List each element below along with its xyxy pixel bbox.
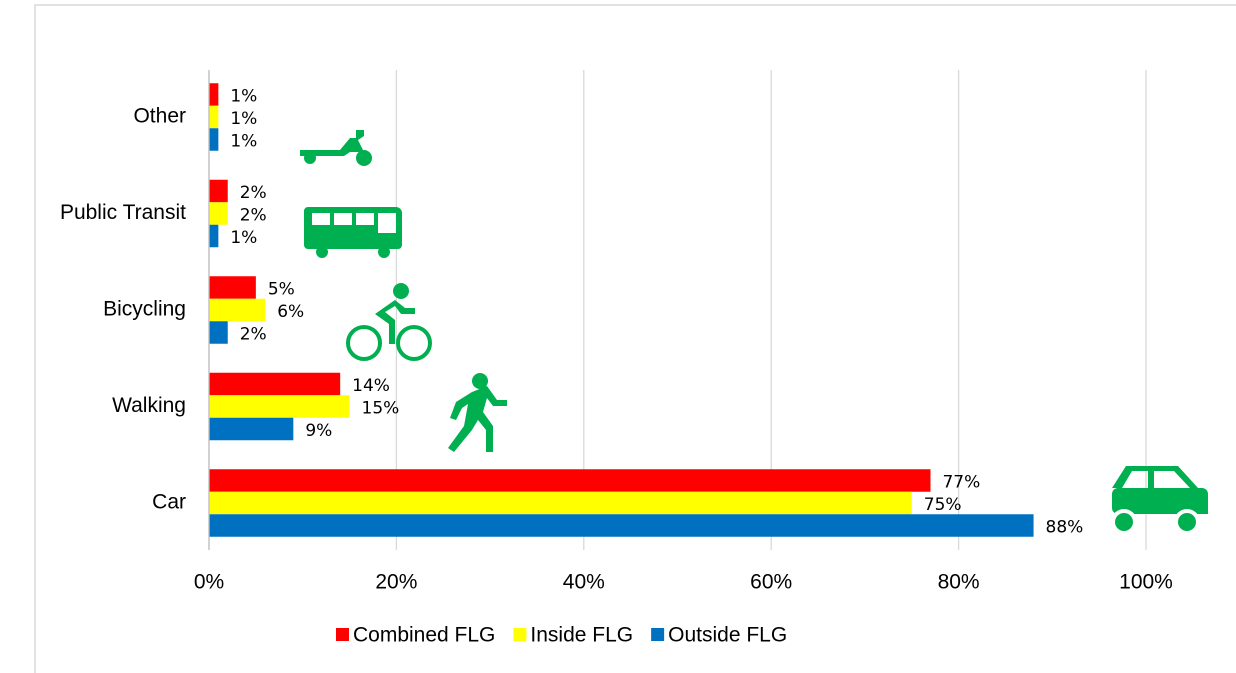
x-tick-label: 20% bbox=[375, 571, 417, 594]
bar bbox=[209, 202, 228, 225]
value-label: 6% bbox=[277, 302, 304, 322]
value-label: 5% bbox=[268, 280, 295, 300]
value-label: 1% bbox=[230, 132, 257, 152]
value-label: 1% bbox=[230, 228, 257, 248]
car-icon bbox=[1111, 466, 1208, 535]
bar bbox=[209, 224, 219, 248]
y-tick-label: Car bbox=[152, 491, 186, 514]
scooter-icon bbox=[300, 130, 372, 166]
bar bbox=[209, 514, 1034, 537]
bar bbox=[209, 395, 350, 418]
value-label: 2% bbox=[240, 206, 267, 226]
value-label: 2% bbox=[240, 325, 267, 345]
bar bbox=[209, 128, 219, 151]
x-tick-label: 100% bbox=[1119, 571, 1173, 594]
legend-label: Outside FLG bbox=[668, 624, 787, 647]
bar bbox=[209, 83, 219, 106]
x-tick-label: 40% bbox=[563, 571, 605, 594]
bar bbox=[209, 469, 931, 492]
cyclist-icon bbox=[346, 283, 432, 361]
value-label: 77% bbox=[942, 473, 980, 493]
x-tick-label: 80% bbox=[938, 571, 980, 594]
value-label: 1% bbox=[230, 109, 257, 129]
frame bbox=[34, 4, 1236, 673]
value-label: 1% bbox=[230, 87, 257, 107]
bar bbox=[209, 298, 266, 322]
bar bbox=[209, 276, 256, 299]
bar bbox=[209, 105, 219, 129]
bar bbox=[209, 491, 912, 515]
y-tick-label: Other bbox=[133, 105, 186, 128]
y-tick-label: Public Transit bbox=[60, 201, 186, 224]
x-tick-label: 0% bbox=[194, 571, 224, 594]
legend-swatch bbox=[651, 628, 665, 641]
bar bbox=[209, 417, 294, 441]
legend-label: Inside FLG bbox=[530, 624, 633, 647]
y-tick-label: Bicycling bbox=[103, 298, 186, 321]
value-label: 75% bbox=[924, 495, 962, 515]
y-tick-label: Walking bbox=[112, 394, 186, 417]
walker-icon bbox=[448, 373, 507, 452]
value-label: 88% bbox=[1046, 518, 1084, 538]
value-label: 9% bbox=[305, 421, 332, 441]
bus-icon bbox=[304, 207, 402, 258]
value-label: 2% bbox=[240, 183, 267, 203]
legend-swatch bbox=[513, 628, 527, 641]
bar bbox=[209, 321, 228, 344]
x-tick-label: 60% bbox=[750, 571, 792, 594]
icons bbox=[300, 130, 1208, 535]
legend-label: Combined FLG bbox=[353, 624, 495, 647]
value-label: 15% bbox=[362, 399, 400, 419]
bar bbox=[209, 179, 228, 203]
bar bbox=[209, 372, 341, 396]
value-label: 14% bbox=[352, 376, 390, 396]
legend-swatch bbox=[336, 628, 349, 641]
